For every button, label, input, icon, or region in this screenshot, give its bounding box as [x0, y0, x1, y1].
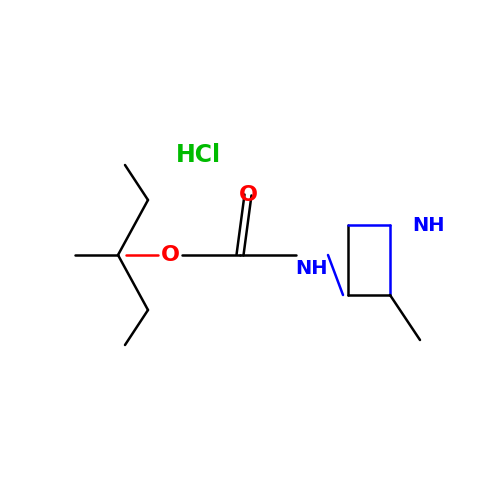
Text: O: O	[239, 185, 258, 205]
Text: NH: NH	[412, 216, 445, 235]
Text: HCl: HCl	[175, 143, 220, 167]
Text: NH: NH	[296, 260, 328, 278]
Text: O: O	[160, 245, 180, 265]
